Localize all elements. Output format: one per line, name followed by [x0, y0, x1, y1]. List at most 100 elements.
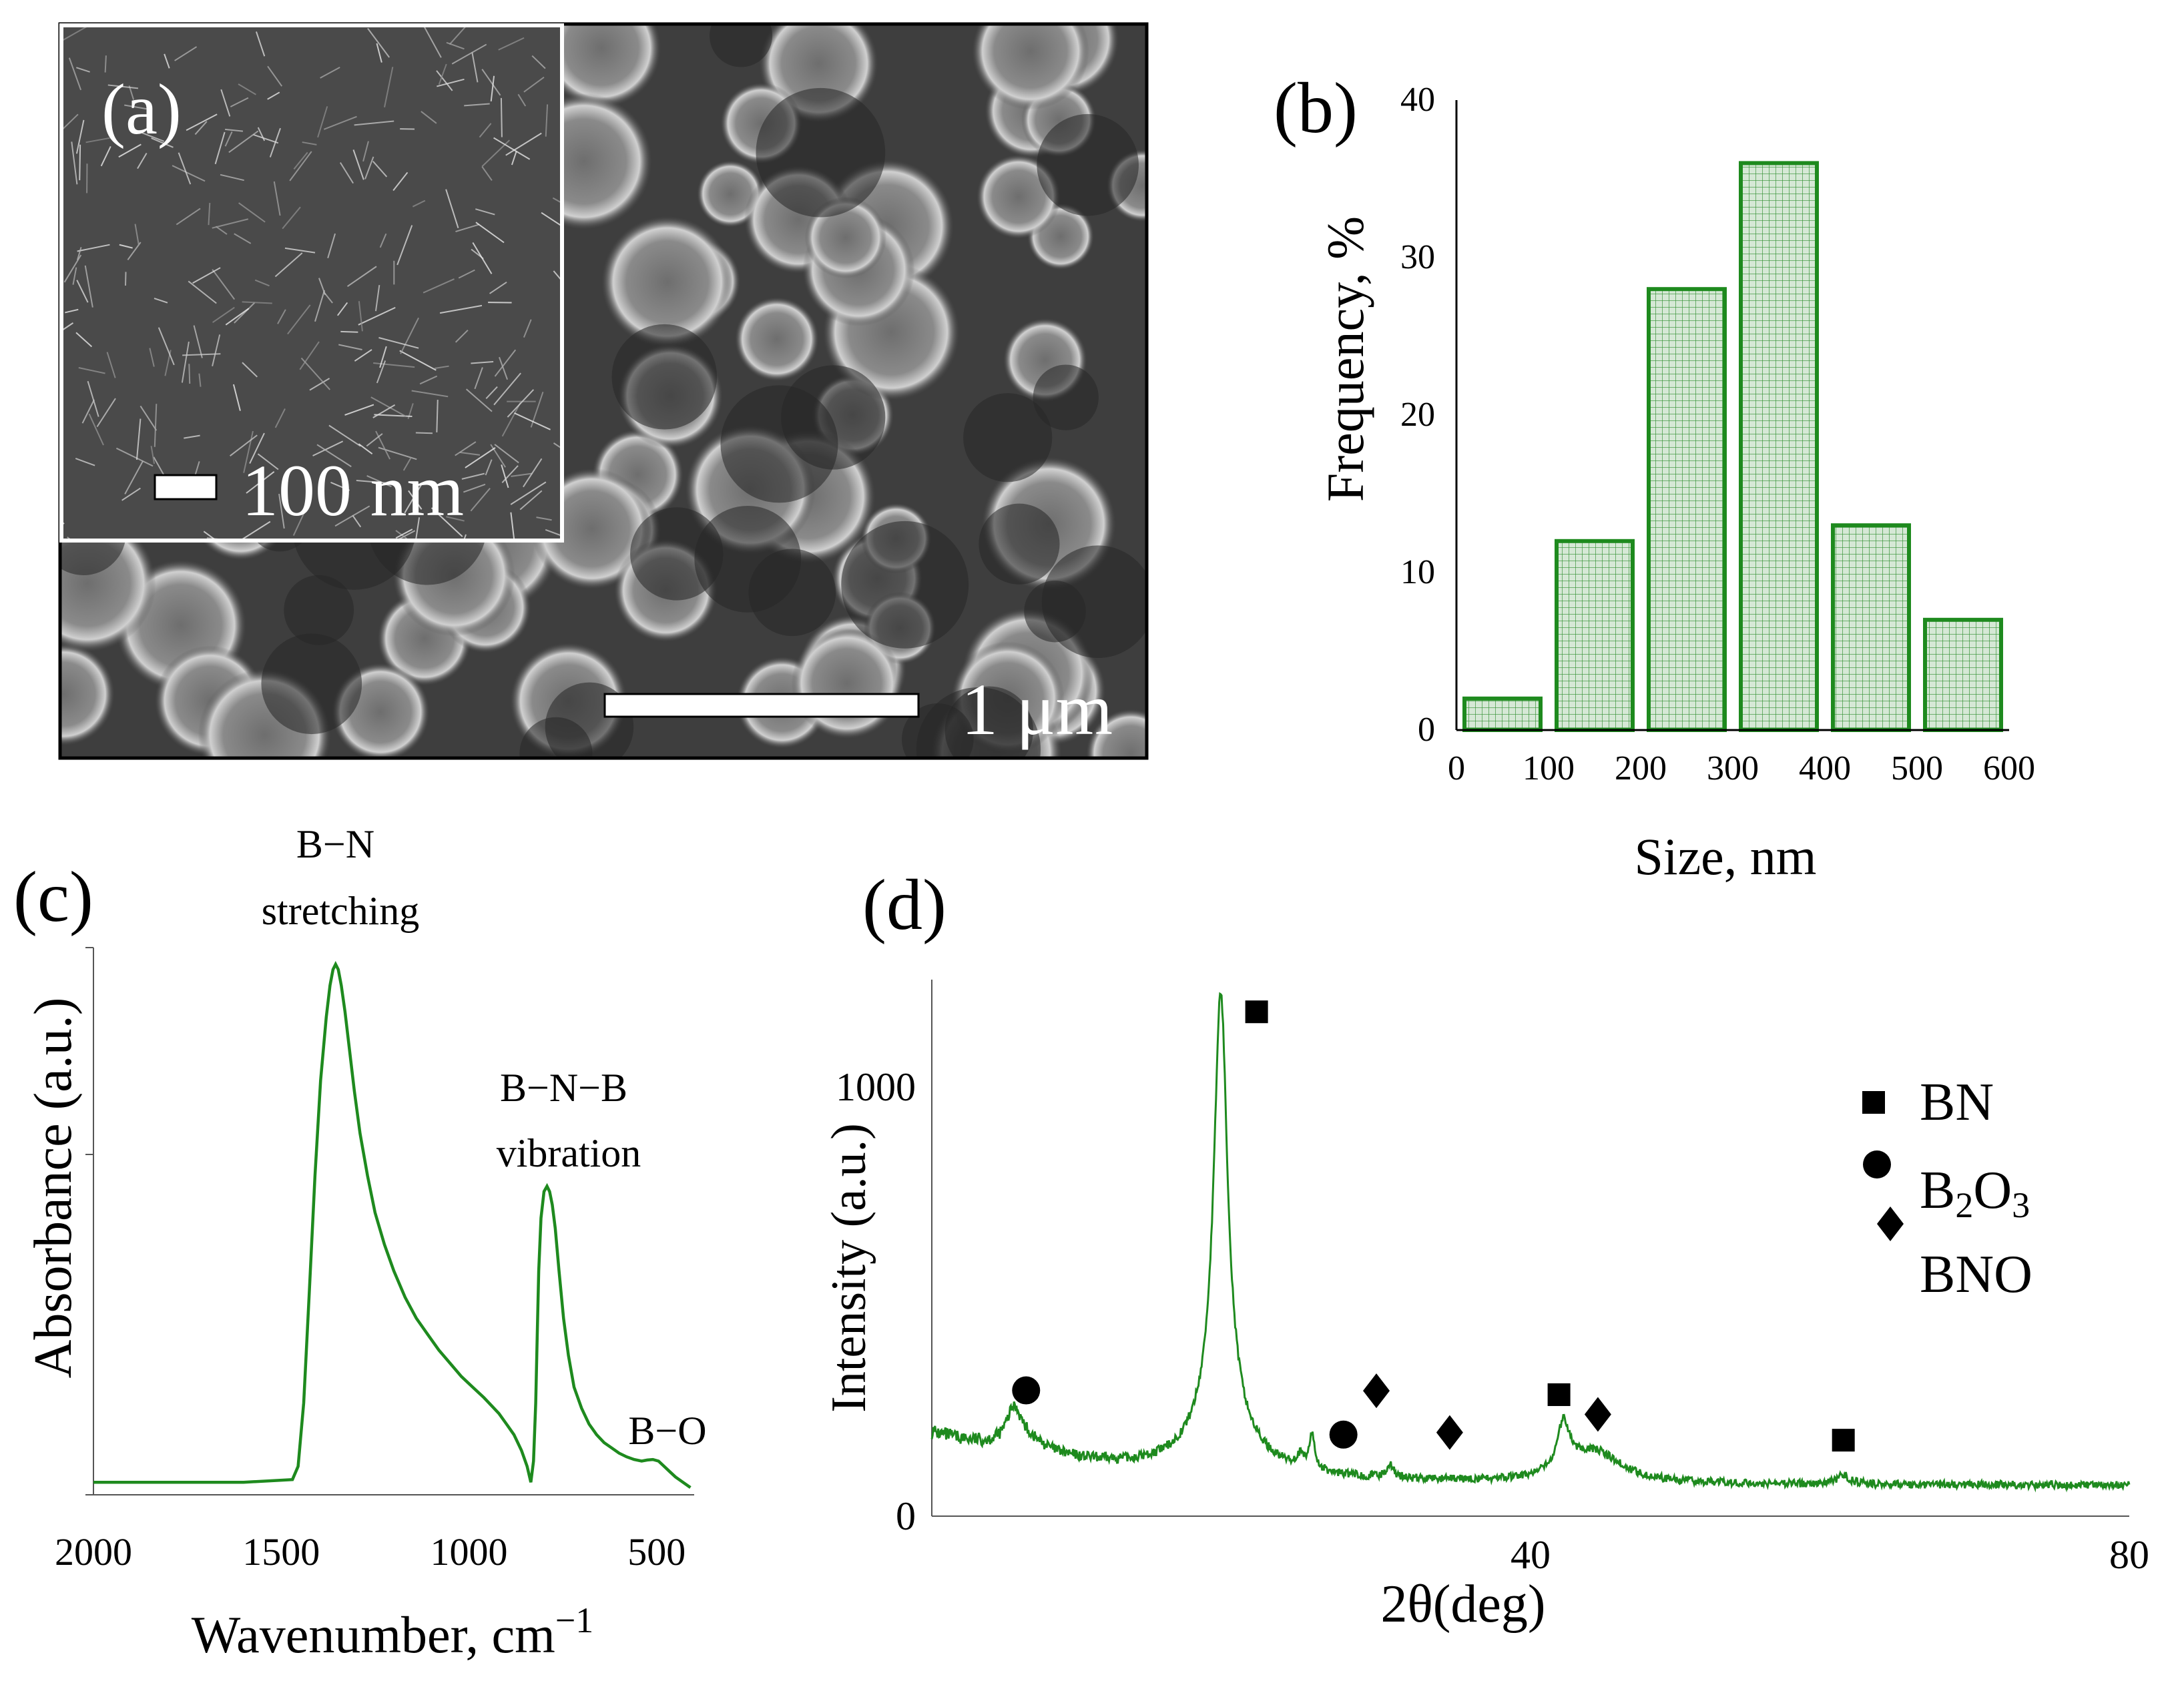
- nanosheet: [292, 500, 311, 537]
- nanosheet: [142, 132, 165, 142]
- d-y-tick-label: 1000: [836, 1065, 916, 1109]
- nanoflower: [734, 297, 819, 382]
- b-x-tick-label: 400: [1799, 749, 1851, 787]
- nanosheet: [463, 483, 486, 493]
- nanosheet: [267, 91, 280, 100]
- nanosheet: [395, 529, 413, 539]
- nanosheet: [322, 291, 333, 304]
- nanosheet: [366, 433, 383, 447]
- nanosheet: [164, 53, 170, 69]
- b-x-tick-label: 500: [1891, 749, 1943, 787]
- nanosheet: [212, 269, 236, 300]
- nanosheet: [402, 458, 412, 471]
- annotation-bn-stretching: B−N stretching: [262, 822, 420, 933]
- nanosheet: [172, 165, 206, 182]
- c-x-tick-label: 1000: [431, 1530, 508, 1574]
- b-y-axis-title: Frequency, %: [1316, 216, 1374, 502]
- nanosheet: [274, 252, 303, 278]
- dark-void: [841, 521, 969, 649]
- nanosheet: [356, 480, 392, 484]
- annotation-bo: B−O: [628, 1409, 706, 1453]
- nanosheet: [501, 465, 519, 484]
- nanosheet: [158, 327, 175, 366]
- c-x-axis-title: Wavenumber, cm−1: [192, 1600, 594, 1664]
- nanoflower: [1086, 709, 1147, 758]
- nanosheet: [471, 360, 494, 364]
- legend-bn-square-icon: [1862, 1091, 1885, 1114]
- bn-marker-square: [1832, 1429, 1855, 1452]
- nanosheet: [323, 115, 357, 130]
- dark-void: [756, 87, 886, 218]
- legend-b2o3-part3: O: [1973, 1161, 2012, 1220]
- dark-void: [979, 503, 1060, 585]
- d-legend: BN B2O3 BNO: [1862, 1073, 2032, 1304]
- nanosheet: [451, 43, 487, 65]
- nanosheet: [408, 490, 423, 510]
- nanosheet: [140, 405, 158, 431]
- nanosheet: [220, 89, 231, 117]
- nanosheet: [124, 104, 152, 111]
- histogram-bar: [1831, 523, 1911, 732]
- d-x-axis-title: 2θ(deg): [1380, 1575, 1545, 1634]
- panel-c-label: (c): [13, 858, 93, 937]
- nanosheet: [552, 197, 562, 204]
- histogram-bar: [1555, 539, 1635, 732]
- c-x-tick-labels: 2000 1500 1000 500: [55, 1530, 686, 1574]
- dark-void: [1037, 113, 1139, 216]
- main-scale-label: 1 μm: [961, 669, 1113, 750]
- nanosheet: [186, 113, 218, 131]
- bno-marker-diamond: [1436, 1415, 1463, 1450]
- b-y-tick-labels: 0 10 20 30 40: [1400, 81, 1435, 749]
- nanosheet: [498, 37, 525, 51]
- nanosheet: [399, 350, 437, 371]
- nanosheet: [500, 97, 503, 137]
- c-x-tick-label: 500: [627, 1530, 686, 1574]
- nanosheet: [72, 267, 77, 285]
- nanosheet: [224, 131, 233, 147]
- nanosheet: [475, 208, 495, 216]
- nanosheet: [88, 413, 104, 446]
- nanosheet: [379, 346, 387, 368]
- nanosheet: [212, 334, 221, 366]
- nanosheet: [475, 222, 505, 244]
- panel-b-label: (b): [1274, 69, 1358, 148]
- nanosheet: [415, 517, 421, 541]
- nanosheet: [455, 224, 480, 233]
- nanosheet: [494, 444, 519, 464]
- nanosheet: [437, 78, 465, 87]
- dark-void: [710, 24, 773, 67]
- nanoflower: [60, 643, 115, 746]
- nanosheet: [75, 119, 85, 154]
- nanosheet: [346, 266, 377, 287]
- nanosheet: [81, 399, 95, 424]
- nanosheet: [76, 247, 82, 260]
- nanosheet: [188, 280, 217, 304]
- legend-b2o3-label: B2O3: [1920, 1161, 2030, 1225]
- nanosheet: [106, 352, 116, 378]
- legend-bn-label: BN: [1920, 1073, 1994, 1132]
- nanosheet: [431, 507, 463, 537]
- nanosheet: [174, 46, 198, 61]
- nanoflower: [601, 216, 734, 348]
- nanosheet: [470, 488, 491, 512]
- nanosheet: [510, 481, 547, 505]
- nanosheet: [415, 432, 433, 434]
- nanosheet: [232, 384, 241, 411]
- b-x-axis-title: Size, nm: [1635, 827, 1817, 886]
- nanosheet: [96, 398, 116, 428]
- panel-d: (d) 0 1000 40 80 BN B2O3 BNO Intensity (a.…: [822, 866, 2149, 1634]
- nanosheet: [354, 349, 372, 362]
- nanosheet: [257, 127, 266, 141]
- nanosheet: [545, 104, 549, 137]
- panel-d-label: (d): [862, 866, 946, 945]
- nanosheet: [118, 143, 142, 158]
- nanosheet: [358, 306, 396, 326]
- b2o3-marker-circle: [1012, 1376, 1041, 1405]
- nanosheet: [455, 329, 469, 343]
- nanosheet: [421, 111, 437, 124]
- c-x-axis-title-sup: −1: [555, 1600, 593, 1640]
- annotation-bn-stretching-line2: stretching: [262, 889, 420, 933]
- nanosheet: [135, 418, 142, 460]
- nanosheet: [178, 152, 192, 185]
- nanosheet: [419, 375, 438, 385]
